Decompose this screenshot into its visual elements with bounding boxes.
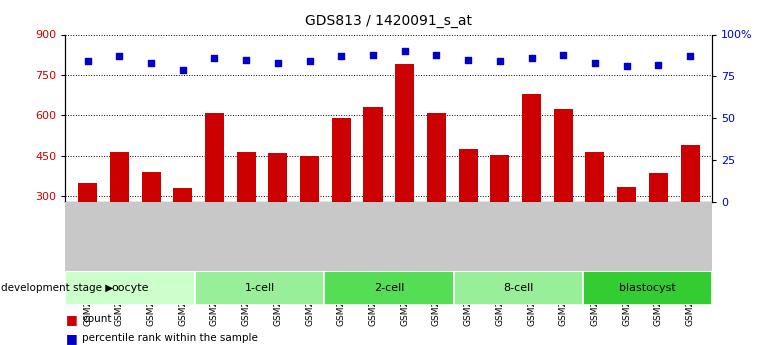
Point	[462, 57, 474, 62]
Text: percentile rank within the sample: percentile rank within the sample	[82, 333, 258, 343]
Bar	[300, 156, 319, 277]
Text: GDS813 / 1420091_s_at: GDS813 / 1420091_s_at	[306, 14, 472, 28]
Text: 8-cell: 8-cell	[503, 283, 534, 293]
Point	[621, 63, 633, 69]
Text: 1-cell: 1-cell	[244, 283, 275, 293]
Bar	[110, 152, 129, 277]
Text: count: count	[82, 314, 112, 324]
Bar	[454, 271, 583, 305]
Bar	[554, 109, 573, 277]
Bar	[195, 271, 324, 305]
Point	[335, 53, 347, 59]
Bar	[583, 271, 712, 305]
Bar	[236, 152, 256, 277]
Point	[176, 67, 189, 72]
Text: oocyte: oocyte	[112, 283, 149, 293]
Bar	[681, 145, 700, 277]
Point	[145, 60, 157, 66]
Point	[272, 60, 284, 66]
Bar	[427, 113, 446, 277]
Bar	[65, 271, 195, 305]
Bar	[490, 155, 509, 277]
Point	[430, 52, 443, 57]
Point	[589, 60, 601, 66]
Bar	[649, 174, 668, 277]
Text: blastocyst: blastocyst	[619, 283, 676, 293]
Bar	[142, 172, 161, 277]
Text: 2-cell: 2-cell	[373, 283, 404, 293]
Bar	[324, 271, 454, 305]
Bar	[617, 187, 636, 277]
Text: development stage ▶: development stage ▶	[1, 283, 113, 293]
Text: ■: ■	[65, 313, 77, 326]
Bar	[332, 118, 351, 277]
Point	[684, 53, 696, 59]
Point	[494, 59, 506, 64]
Text: ■: ■	[65, 332, 77, 345]
Point	[367, 52, 379, 57]
Point	[557, 52, 569, 57]
Bar	[522, 94, 541, 277]
Point	[399, 49, 411, 54]
Point	[82, 59, 94, 64]
Bar	[269, 153, 287, 277]
Point	[209, 55, 221, 61]
Bar	[459, 149, 477, 277]
Bar	[363, 107, 383, 277]
Bar	[585, 152, 604, 277]
Bar	[205, 113, 224, 277]
Point	[652, 62, 665, 67]
Point	[113, 53, 126, 59]
Point	[525, 55, 537, 61]
Bar	[78, 183, 97, 277]
Bar	[173, 188, 192, 277]
Point	[240, 57, 253, 62]
Point	[303, 59, 316, 64]
Bar	[395, 64, 414, 277]
